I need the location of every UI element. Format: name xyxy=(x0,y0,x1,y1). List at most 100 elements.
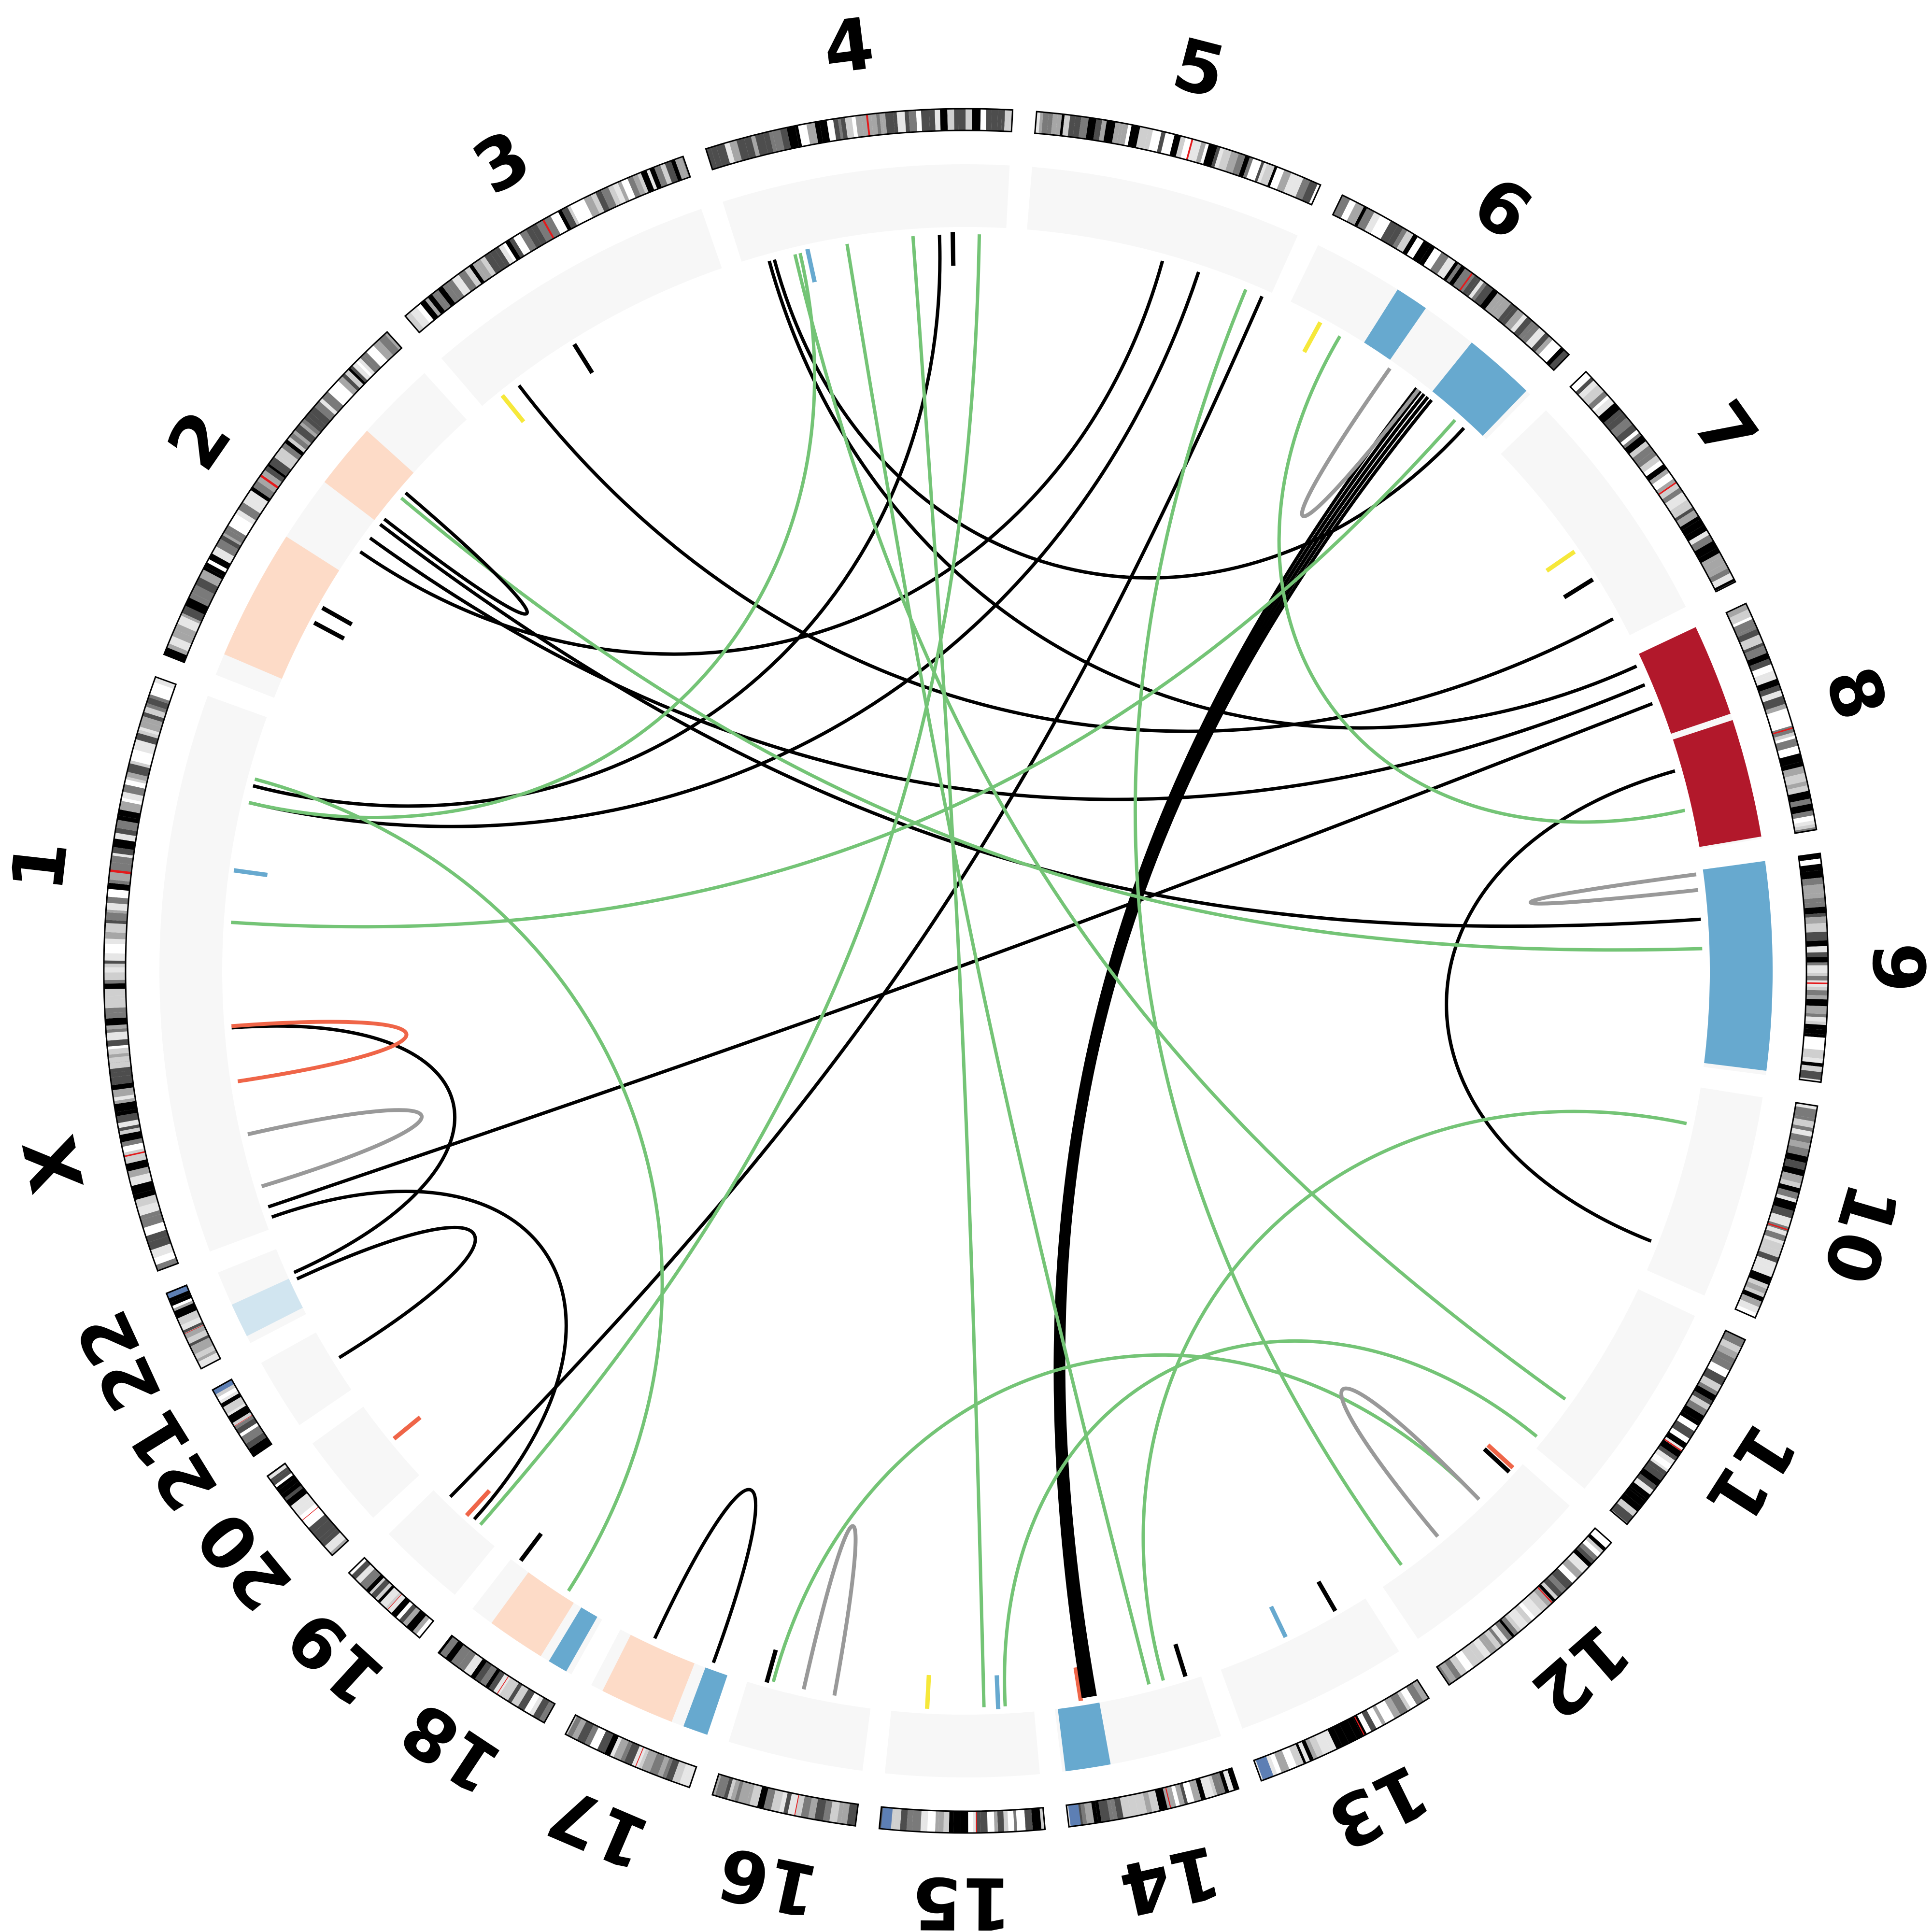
cytoband xyxy=(438,286,455,307)
cytoband xyxy=(1001,109,1006,131)
cytoband xyxy=(104,938,127,945)
ideogram-chr-13 xyxy=(1253,1678,1430,1782)
cytoband xyxy=(451,274,471,297)
chromosome-label-14: 14 xyxy=(1112,1829,1228,1932)
cytoband xyxy=(1775,1193,1798,1203)
chromosome-label-4: 4 xyxy=(819,2,879,91)
cytoband xyxy=(1779,1178,1802,1189)
cytoband xyxy=(1412,240,1431,263)
cytoband xyxy=(111,1082,134,1091)
cytoband xyxy=(1804,1021,1827,1025)
centromere-band xyxy=(1658,482,1677,496)
sv-link-inter xyxy=(1053,387,1418,1699)
sv-link-foldback xyxy=(1300,367,1421,518)
ideogram-outline xyxy=(1435,1527,1613,1686)
cytoband xyxy=(310,406,331,426)
cytoband xyxy=(1510,313,1528,333)
cytoband xyxy=(332,380,354,401)
cytoband xyxy=(1573,1548,1592,1567)
cytoband xyxy=(148,1236,171,1250)
cytoband xyxy=(116,1112,139,1123)
cytoband xyxy=(1357,1712,1372,1734)
cytoband xyxy=(1785,1152,1808,1164)
cytoband xyxy=(1770,721,1793,732)
centromere-band xyxy=(109,869,132,875)
cytoband xyxy=(1180,137,1191,159)
cytoband xyxy=(1540,1581,1559,1600)
cytoband xyxy=(1397,1690,1412,1711)
cytoband xyxy=(1646,464,1667,482)
cytoband xyxy=(145,703,168,713)
cytoband xyxy=(1654,1448,1676,1465)
cytoband xyxy=(893,111,898,134)
cytoband xyxy=(227,1405,251,1423)
cytoband xyxy=(253,480,275,499)
cytoband xyxy=(191,584,215,602)
cytoband xyxy=(134,739,157,748)
cytoband xyxy=(1739,634,1763,651)
cytoband xyxy=(1798,853,1821,862)
cytoband xyxy=(1281,1747,1297,1770)
cytoband xyxy=(513,233,531,256)
cytoband xyxy=(1703,556,1726,573)
cytoband xyxy=(1736,626,1758,638)
breakpoint-marker xyxy=(1316,1580,1337,1612)
cytoband xyxy=(1099,119,1107,142)
cytoband xyxy=(223,528,245,544)
ideogram-chr-12 xyxy=(1435,1527,1613,1686)
cytoband xyxy=(949,1811,953,1833)
cytoband xyxy=(241,1425,264,1445)
cytoband xyxy=(281,1481,301,1499)
ideogram-outline xyxy=(1569,370,1736,593)
cytoband xyxy=(355,1564,375,1584)
cytoband xyxy=(141,716,163,727)
cytoband xyxy=(1789,798,1812,808)
chromosome-label-9: 9 xyxy=(1857,942,1932,993)
cytoband xyxy=(1682,519,1704,536)
cytoband xyxy=(321,1528,341,1547)
cytoband xyxy=(250,486,271,502)
cytoband xyxy=(380,1587,400,1608)
cytoband xyxy=(1322,1729,1337,1752)
cytoband xyxy=(150,1243,174,1259)
cytoband xyxy=(577,1720,594,1744)
cytoband xyxy=(589,1727,607,1750)
cytoband xyxy=(1107,1799,1114,1821)
sv-link-inter xyxy=(1445,769,1676,1243)
cytoband xyxy=(1801,869,1823,880)
cytoband xyxy=(1269,167,1285,190)
cytoband xyxy=(171,629,195,644)
cytoband xyxy=(1685,525,1707,542)
cytoband xyxy=(923,1810,928,1833)
cytoband xyxy=(112,852,134,858)
cytoband xyxy=(480,1664,497,1687)
cytoband xyxy=(113,838,136,850)
cytoband xyxy=(1103,120,1116,143)
cytoband xyxy=(1794,1106,1817,1119)
cytoband xyxy=(190,1337,214,1355)
breakpoint-marker xyxy=(1302,321,1322,353)
cytoband xyxy=(1436,256,1456,279)
cytoband xyxy=(306,412,327,429)
cytoband xyxy=(1639,455,1661,473)
cytoband xyxy=(104,923,127,933)
cytoband xyxy=(1492,298,1512,320)
cytoband xyxy=(660,163,672,185)
ideogram-outline xyxy=(1065,1767,1240,1828)
cytoband xyxy=(1793,1115,1816,1122)
cytoband xyxy=(1380,220,1398,244)
cytoband xyxy=(164,647,187,663)
cytoband xyxy=(122,1142,145,1153)
sv-link-foldback xyxy=(1529,872,1699,906)
cytoband xyxy=(1579,1542,1598,1561)
cytoband xyxy=(1200,1776,1215,1799)
cytoband xyxy=(1098,1799,1110,1822)
cytoband xyxy=(567,205,580,226)
copy-number-background-chr-4 xyxy=(723,164,1010,262)
sv-link-inter xyxy=(1055,390,1422,1698)
cytoband xyxy=(220,1392,242,1408)
cytoband xyxy=(402,1606,421,1627)
cytoband xyxy=(1384,1696,1401,1719)
cytoband xyxy=(1787,785,1809,796)
cytoband xyxy=(109,1061,131,1069)
